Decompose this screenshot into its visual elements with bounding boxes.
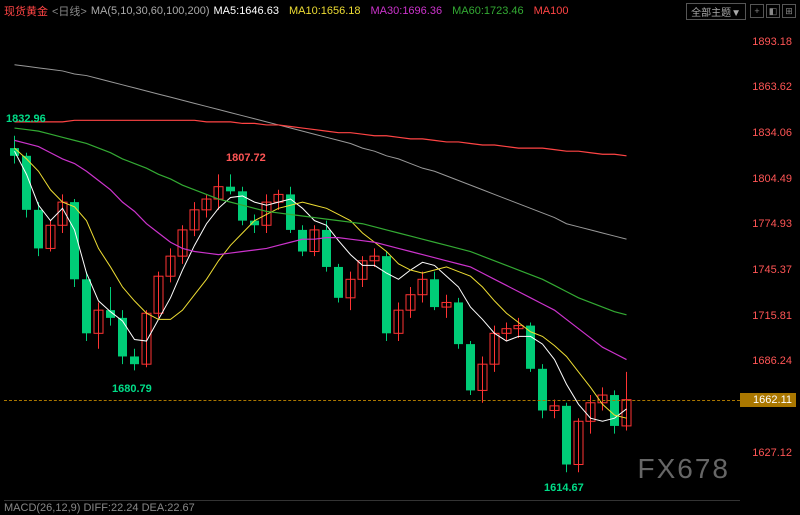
macd-label: MACD(26,12,9) bbox=[4, 502, 80, 514]
macd-dea: DEA:22.67 bbox=[142, 502, 195, 514]
watermark: FX678 bbox=[638, 453, 731, 485]
macd-bar: MACD(26,12,9) DIFF:22.24 DEA:22.67 bbox=[4, 500, 740, 515]
price-annotation: 1832.96 bbox=[6, 113, 46, 125]
ma30-label: MA30:1696.36 bbox=[371, 5, 443, 17]
y-tick: 1893.18 bbox=[742, 36, 792, 48]
ma5-label: MA5:1646.63 bbox=[214, 5, 279, 17]
chart-container: 现货黄金 <日线> MA(5,10,30,60,100,200) MA5:164… bbox=[0, 0, 800, 515]
price-chart[interactable]: 1832.96 1807.72 1680.79 1614.67 bbox=[4, 20, 740, 500]
ma100-label: MA100 bbox=[534, 5, 569, 17]
current-price-flag: 1662.11 bbox=[740, 393, 796, 407]
top-bar: 现货黄金 <日线> MA(5,10,30,60,100,200) MA5:164… bbox=[4, 2, 796, 20]
ma-settings-label: MA(5,10,30,60,100,200) bbox=[91, 5, 210, 17]
price-annotation: 1680.79 bbox=[112, 383, 152, 395]
macd-diff: DIFF:22.24 bbox=[83, 502, 138, 514]
y-tick: 1715.81 bbox=[742, 310, 792, 322]
grid-icon[interactable]: ⊞ bbox=[782, 4, 796, 18]
y-axis: 1893.18 1863.62 1834.06 1804.49 1774.93 1745.… bbox=[740, 20, 796, 500]
y-tick: 1863.62 bbox=[742, 81, 792, 93]
ma60-label: MA60:1723.46 bbox=[452, 5, 524, 17]
price-annotation: 1614.67 bbox=[544, 482, 584, 494]
price-annotation: 1807.72 bbox=[226, 152, 266, 164]
y-tick: 1745.37 bbox=[742, 264, 792, 276]
y-tick: 1686.24 bbox=[742, 355, 792, 367]
y-tick: 1834.06 bbox=[742, 127, 792, 139]
y-tick: 1774.93 bbox=[742, 218, 792, 230]
y-tick: 1627.12 bbox=[742, 447, 792, 459]
instrument-title[interactable]: 现货黄金 bbox=[4, 3, 48, 19]
period-label[interactable]: <日线> bbox=[52, 3, 87, 19]
layout-icon[interactable]: ◧ bbox=[766, 4, 780, 18]
y-tick: 1804.49 bbox=[742, 173, 792, 185]
zoom-in-icon[interactable]: + bbox=[750, 4, 764, 18]
current-price-line bbox=[4, 400, 740, 401]
ma10-label: MA10:1656.18 bbox=[289, 5, 361, 17]
theme-dropdown[interactable]: 全部主题▼ bbox=[686, 3, 746, 20]
